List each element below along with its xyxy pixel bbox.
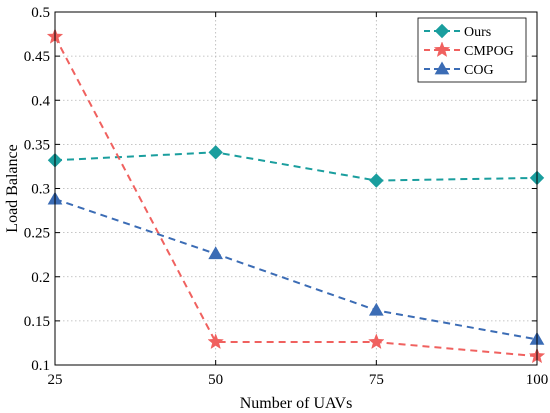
data-point — [208, 145, 223, 160]
series-line — [54, 151, 538, 182]
series-line — [54, 198, 538, 341]
legend-marker — [434, 23, 450, 39]
y-tick-label: 0.2 — [31, 270, 50, 286]
axis-ticks: 25 50 75 100 0.1 0.15 0.2 0.25 0.3 0.35 0.4 0.45 0.5 — [24, 5, 549, 388]
data-point — [368, 333, 385, 350]
y-tick-label: 0.15 — [24, 314, 50, 330]
legend-label: COG — [464, 63, 494, 78]
grid-lines — [55, 12, 537, 365]
series-line — [54, 36, 538, 358]
y-tick-label: 0.1 — [31, 358, 50, 374]
data-point — [369, 173, 384, 188]
y-tick-label: 0.25 — [24, 226, 50, 242]
x-tick-label: 50 — [208, 372, 223, 388]
legend-marker — [433, 41, 451, 58]
x-tick-label: 100 — [526, 372, 549, 388]
y-tick-label: 0.3 — [31, 182, 50, 198]
legend-label: Ours — [464, 25, 491, 40]
legend-marker — [434, 61, 450, 75]
x-tick-label: 75 — [369, 372, 384, 388]
data-point — [208, 246, 224, 260]
x-axis-label: Number of UAVs — [240, 395, 353, 412]
legend-label: CMPOG — [464, 44, 514, 59]
y-tick-label: 0.35 — [24, 137, 50, 153]
x-tick-label: 25 — [48, 372, 63, 388]
y-tick-label: 0.4 — [31, 93, 50, 109]
data-point — [207, 333, 224, 350]
legend: Ours CMPOG COG — [417, 17, 527, 83]
y-axis-label: Load Balance — [4, 144, 21, 232]
series-cog — [47, 191, 545, 345]
data-point — [368, 302, 384, 316]
y-tick-label: 0.45 — [24, 49, 50, 65]
y-tick-label: 0.5 — [31, 5, 50, 21]
